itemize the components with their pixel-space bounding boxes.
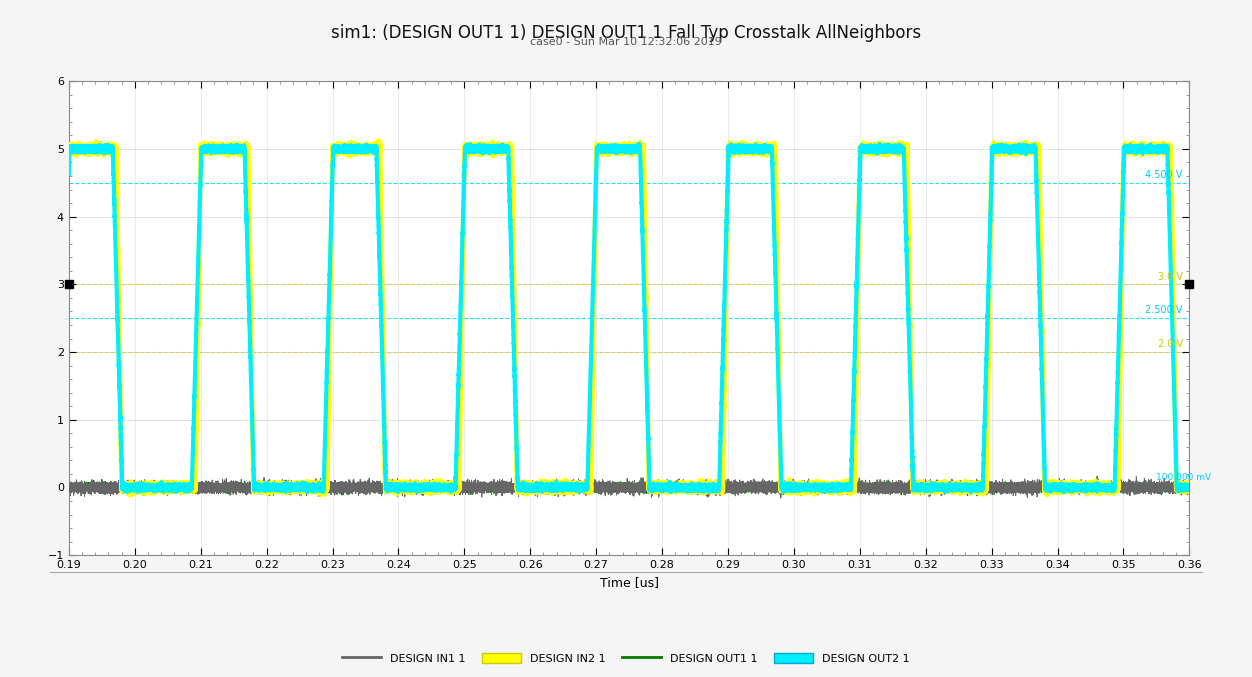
DESIGN IN2 1 [1182, 480, 1197, 488]
DESIGN OUT2 1 [307, 483, 322, 491]
DESIGN OUT1 1 [1033, 483, 1048, 491]
DESIGN IN1 1 [184, 485, 199, 494]
DESIGN OUT2 1 [1182, 483, 1197, 491]
Text: 2.500 V: 2.500 V [1146, 305, 1183, 315]
DESIGN OUT1 1 [312, 492, 327, 500]
DESIGN IN2 1 [61, 147, 76, 155]
X-axis label: Time [us]: Time [us] [600, 575, 659, 588]
DESIGN OUT1 1 [61, 483, 76, 491]
DESIGN IN1 1 [1089, 472, 1104, 480]
DESIGN IN1 1 [61, 482, 76, 490]
DESIGN IN1 1 [307, 480, 322, 488]
DESIGN OUT2 1 [96, 142, 111, 150]
DESIGN IN2 1 [184, 483, 199, 491]
DESIGN IN2 1 [96, 149, 111, 157]
DESIGN IN2 1 [123, 491, 138, 499]
DESIGN OUT1 1 [331, 483, 346, 491]
DESIGN OUT1 1 [307, 485, 322, 494]
DESIGN OUT1 1 [654, 480, 669, 488]
DESIGN OUT2 1 [61, 170, 76, 178]
DESIGN IN1 1 [1182, 483, 1197, 491]
DESIGN IN2 1 [1033, 226, 1048, 234]
DESIGN OUT1 1 [1182, 479, 1197, 487]
DESIGN IN1 1 [654, 479, 669, 487]
DESIGN IN1 1 [331, 481, 346, 489]
DESIGN IN2 1 [307, 484, 322, 492]
DESIGN OUT1 1 [94, 475, 109, 483]
Line: DESIGN OUT2 1: DESIGN OUT2 1 [69, 144, 1189, 492]
Line: DESIGN IN1 1: DESIGN IN1 1 [69, 476, 1189, 498]
DESIGN IN2 1 [654, 483, 669, 492]
Text: 2.0 V: 2.0 V [1158, 339, 1183, 349]
Text: 3.0 V: 3.0 V [1158, 271, 1183, 282]
DESIGN IN1 1 [96, 484, 111, 492]
DESIGN IN2 1 [371, 137, 386, 145]
Line: DESIGN OUT1 1: DESIGN OUT1 1 [69, 479, 1189, 496]
Text: sim1: (DESIGN OUT1 1) DESIGN OUT1 1 Fall Typ Crosstalk AllNeighbors: sim1: (DESIGN OUT1 1) DESIGN OUT1 1 Fall… [331, 24, 921, 42]
DESIGN OUT2 1 [1033, 316, 1048, 324]
DESIGN IN1 1 [774, 494, 789, 502]
DESIGN OUT2 1 [871, 140, 886, 148]
DESIGN OUT1 1 [184, 483, 199, 492]
Text: case0 - Sun Mar 10 12:32:06 2019: case0 - Sun Mar 10 12:32:06 2019 [530, 37, 722, 47]
DESIGN OUT2 1 [654, 484, 669, 492]
DESIGN OUT1 1 [98, 484, 113, 492]
Text: 4.500 V: 4.500 V [1146, 170, 1183, 180]
DESIGN OUT2 1 [184, 483, 199, 491]
Text: 100.000 mV: 100.000 mV [1157, 473, 1212, 482]
DESIGN IN2 1 [331, 148, 346, 156]
DESIGN OUT2 1 [331, 144, 346, 152]
Line: DESIGN IN2 1: DESIGN IN2 1 [69, 141, 1189, 495]
Legend: DESIGN IN1 1, DESIGN IN2 1, DESIGN OUT1 1, DESIGN OUT2 1: DESIGN IN1 1, DESIGN IN2 1, DESIGN OUT1 … [338, 649, 914, 668]
DESIGN IN1 1 [1033, 487, 1048, 495]
DESIGN OUT2 1 [300, 488, 316, 496]
